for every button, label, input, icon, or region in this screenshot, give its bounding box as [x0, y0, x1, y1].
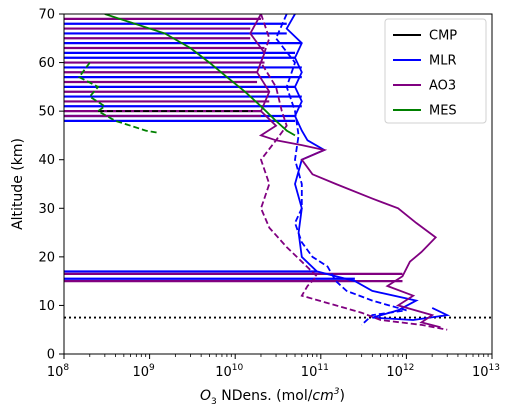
- y-tick-label-3: 30: [38, 202, 55, 217]
- y-tick-label-1: 10: [38, 299, 55, 314]
- x-axis-label: O3 NDens. (mol/cm3): [200, 387, 345, 407]
- y-tick-label-7: 70: [38, 8, 55, 23]
- x-tick-label-exp-0: 8: [63, 363, 69, 373]
- x-axis-label-cm: cm: [312, 388, 333, 404]
- y-tick-label-4: 40: [38, 153, 55, 168]
- x-tick-label-0: 108: [47, 363, 70, 380]
- legend-box: [384, 18, 487, 124]
- legend: CMP MLR AO3 MES: [384, 18, 487, 124]
- x-tick-label-4: 1012: [386, 363, 414, 380]
- x-tick-label-base-5: 10: [472, 365, 489, 380]
- y-tick-label-2: 20: [38, 250, 55, 265]
- x-tick-label-base-4: 10: [386, 365, 403, 380]
- plot-frame: [63, 13, 493, 355]
- plot-series: [64, 14, 492, 331]
- x-tick-label-exp-4: 12: [403, 363, 414, 373]
- x-tick-label-base-0: 10: [47, 365, 64, 380]
- legend-label-mlr: MLR: [429, 54, 457, 69]
- y-axis-label: Altitude (km): [10, 138, 26, 230]
- x-tick-label-5: 1013: [472, 363, 500, 380]
- x-tick-label-3: 1011: [301, 363, 329, 380]
- legend-label-mes: MES: [429, 104, 457, 119]
- legend-label-ao3: AO3: [429, 79, 456, 94]
- x-tick-label-base-3: 10: [301, 365, 318, 380]
- x-axis-label-sup: 3: [334, 387, 340, 397]
- x-tick-label-2: 1010: [215, 363, 243, 380]
- ao3-dashed-line: [259, 14, 448, 331]
- x-tick-label-base-2: 10: [215, 365, 232, 380]
- x-tick-label-exp-2: 10: [232, 363, 244, 373]
- x-axis-label-rest: NDens. (mol/: [217, 388, 313, 404]
- mlr-solid-line: [285, 14, 451, 321]
- x-tick-label-1: 109: [132, 363, 155, 380]
- x-axis-label-o: O: [200, 388, 211, 404]
- y-tick-label-0: 0: [47, 348, 55, 363]
- legend-label-cmp: CMP: [429, 29, 457, 44]
- mlr-dashed-line: [274, 14, 407, 326]
- x-axis-label-close: ): [340, 388, 345, 404]
- y-tick-label-5: 50: [38, 105, 55, 120]
- mes-solid-line: [104, 14, 296, 137]
- mes-dashed-line: [77, 62, 160, 134]
- x-tick-label-exp-3: 11: [317, 363, 328, 373]
- x-tick-label-exp-1: 9: [149, 363, 155, 373]
- y-tick-label-6: 60: [38, 56, 55, 71]
- x-axis-label-sub: 3: [211, 397, 217, 407]
- x-tick-label-base-1: 10: [132, 365, 149, 380]
- x-tick-label-exp-5: 13: [489, 363, 500, 373]
- ao3-solid-line: [249, 14, 441, 329]
